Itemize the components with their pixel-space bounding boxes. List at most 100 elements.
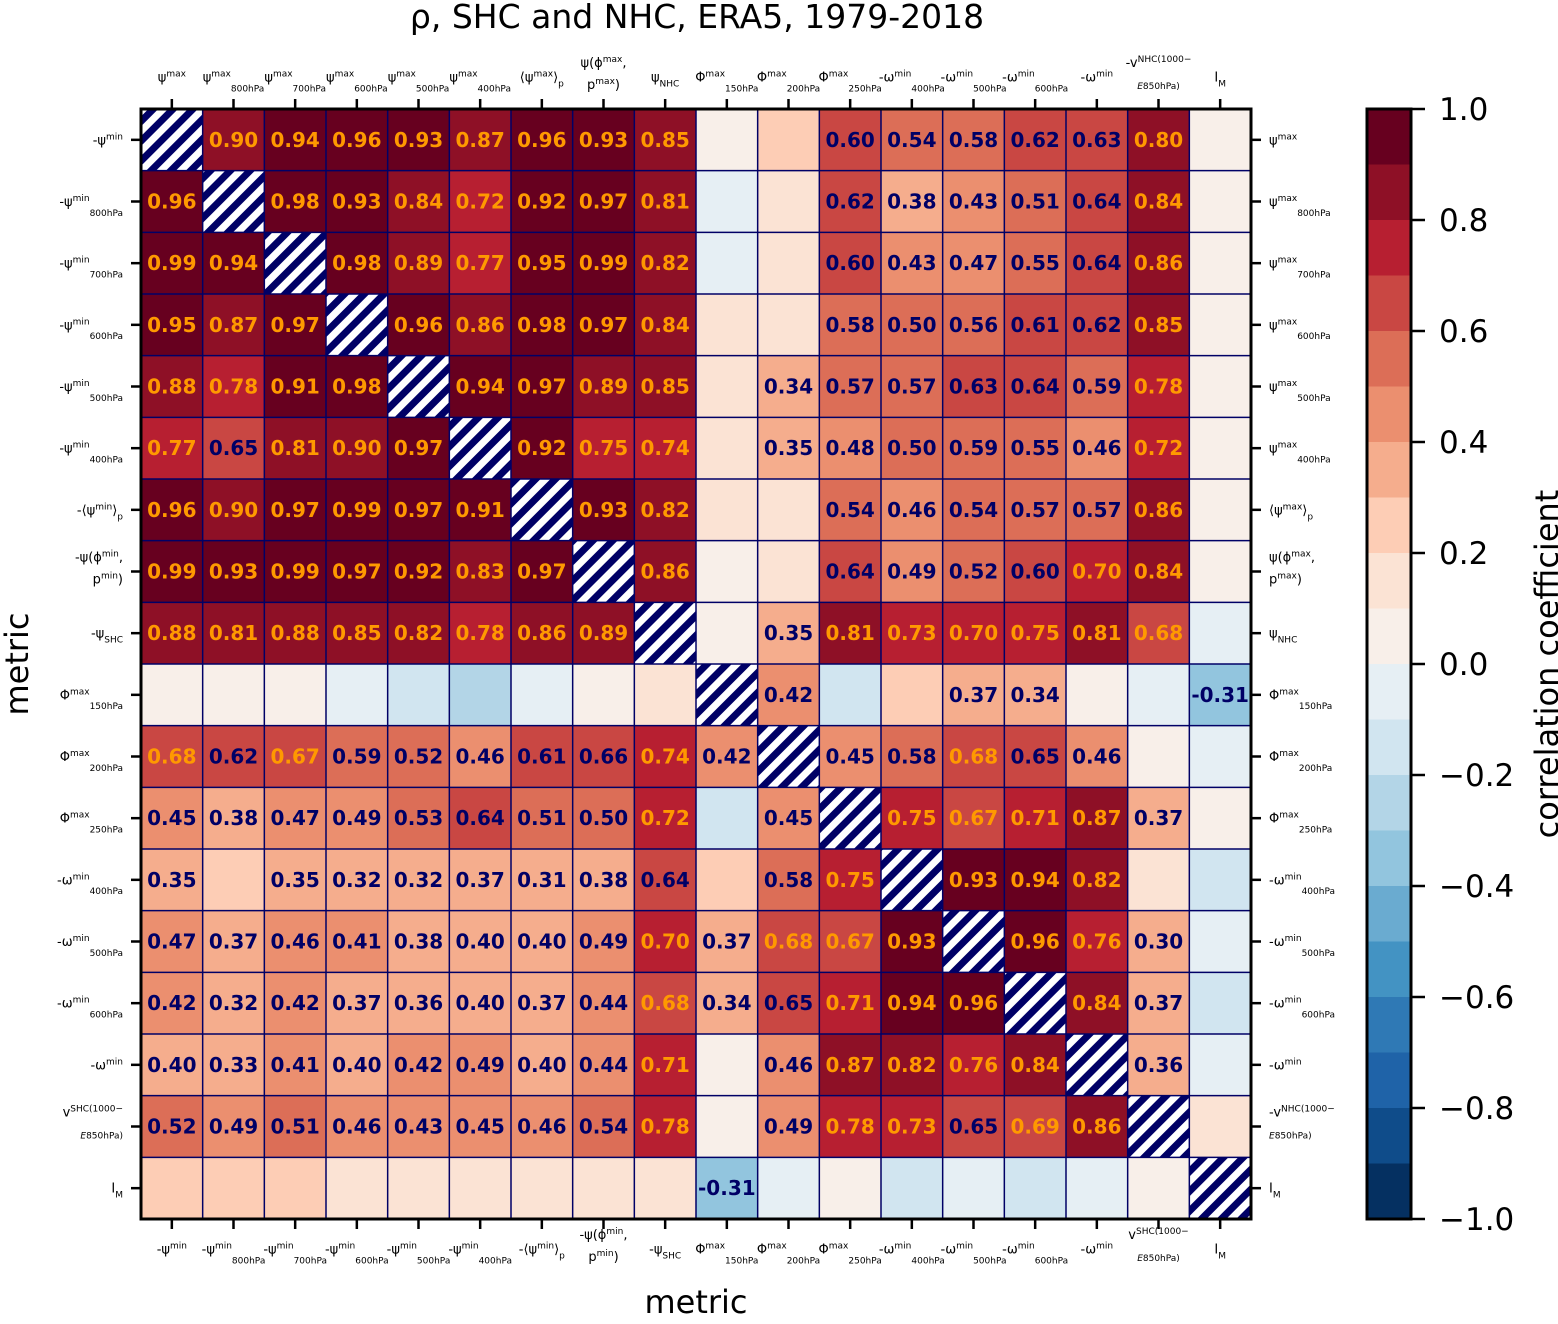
heatmap-cell (511, 417, 573, 479)
cell-value-label: 0.74 (640, 436, 689, 460)
right-tick-label: ψmax (1269, 132, 1298, 148)
cell-value-label: 0.91 (455, 498, 504, 522)
heatmap-cell (202, 1095, 265, 1158)
svg-text:ψmax700hPa: ψmax700hPa (1269, 256, 1331, 281)
cell-value-label: 0.65 (949, 1115, 998, 1139)
heatmap-cell (511, 787, 573, 849)
heatmap-cell (511, 170, 573, 233)
diagonal-cell (942, 910, 1005, 973)
left-tick-label: -ψmin800hPa (59, 194, 123, 219)
heatmap-cell (1189, 1034, 1251, 1096)
heatmap-cell (1066, 170, 1128, 233)
colorbar-swatch (1367, 331, 1411, 387)
heatmap-cell (881, 1095, 943, 1158)
heatmap-cell (881, 602, 943, 664)
cell-value-label: 0.47 (949, 251, 998, 275)
heatmap-cell (1004, 787, 1066, 849)
cell-value-label: 0.70 (640, 930, 689, 954)
right-tick-label: Φmax250hPa (1269, 811, 1332, 836)
heatmap-cell (449, 232, 511, 294)
top-tick-label: -ωmin (1081, 70, 1114, 86)
colorbar-label: correlation coefficient (1528, 490, 1558, 839)
cell-value-label: 0.34 (764, 375, 813, 399)
cell-value-label: 0.69 (1010, 1115, 1059, 1139)
heatmap-cell (326, 1034, 388, 1096)
cell-value-label: 0.75 (825, 868, 874, 892)
cell-value-label: 0.36 (394, 991, 443, 1015)
heatmap-cell (757, 170, 820, 233)
svg-text:-ψ(ϕmin,: -ψ(ϕmin, (75, 550, 123, 566)
heatmap-cell (1189, 355, 1251, 418)
heatmap-cell (511, 602, 573, 664)
cell-value-label: 0.99 (147, 251, 196, 275)
diagonal-cell (819, 787, 881, 849)
cell-value-label: 0.44 (579, 1053, 628, 1077)
cell-value-label: 0.49 (455, 1053, 504, 1077)
cell-value-label: 0.84 (1134, 190, 1183, 214)
heatmap-cell (1189, 664, 1251, 726)
heatmap-cell (387, 294, 450, 356)
cell-value-label: 0.94 (270, 128, 319, 152)
svg-text:IM: IM (111, 1182, 123, 1201)
heatmap-cell (202, 972, 265, 1034)
cell-value-label: 0.48 (825, 436, 874, 460)
heatmap-cell (634, 725, 696, 788)
cell-value-label: 0.64 (1072, 251, 1121, 275)
svg-text:ψmax: ψmax (158, 70, 187, 86)
cell-value-label: 0.88 (147, 621, 196, 645)
cell-value-label: 0.99 (579, 251, 628, 275)
heatmap-cell (264, 170, 326, 233)
heatmap-cell (141, 849, 203, 911)
heatmap-cell (449, 540, 511, 603)
heatmap-cell (387, 109, 450, 171)
left-tick-label: Φmax200hPa (60, 749, 123, 774)
heatmap-cell (511, 355, 573, 418)
cell-value-label: 0.77 (147, 436, 196, 460)
heatmap-cell (757, 479, 820, 541)
colorbar-tick-label: −0.2 (1439, 758, 1514, 794)
cell-value-label: 0.97 (270, 498, 319, 522)
cell-value-label: 0.60 (1010, 560, 1059, 584)
cell-value-label: 0.92 (517, 436, 566, 460)
colorbar-swatch (1367, 775, 1411, 831)
heatmap-cell (757, 109, 820, 171)
cell-value-label: 0.85 (1134, 313, 1183, 337)
cell-value-label: 0.73 (887, 1115, 936, 1139)
heatmap-cell (572, 109, 635, 171)
heatmap-cell (942, 479, 1005, 541)
cell-value-label: 0.58 (887, 745, 936, 769)
svg-text:pmin): pmin) (93, 572, 123, 588)
cell-value-label: 0.46 (517, 1115, 566, 1139)
bottom-tick-label: -ψmin800hPa (202, 1242, 266, 1267)
colorbar-swatch (1367, 941, 1411, 998)
cell-value-label: 0.47 (270, 806, 319, 830)
heatmap-cell (387, 170, 450, 233)
cell-value-label: 0.50 (579, 806, 628, 830)
right-tick-label: ψmax500hPa (1269, 379, 1331, 404)
heatmap-cell (202, 910, 265, 973)
heatmap-cell (757, 540, 820, 603)
svg-text:pmin): pmin) (588, 1249, 618, 1265)
heatmap-cell (264, 664, 326, 726)
y-axis-label: metric (0, 612, 36, 715)
svg-text:ψmax: ψmax (1269, 132, 1298, 148)
heatmap-cell (696, 1095, 758, 1158)
cell-value-label: 0.71 (640, 1053, 689, 1077)
heatmap-cell (141, 417, 203, 479)
heatmap-cell (326, 787, 388, 849)
diagonal-cell (881, 849, 943, 911)
bottom-tick-label: -ωmin (1081, 1242, 1114, 1258)
diagonal-cell (1004, 972, 1066, 1034)
cell-value-label: 0.38 (394, 930, 443, 954)
heatmap-cell (757, 787, 820, 849)
cell-value-label: 0.41 (270, 1053, 319, 1077)
svg-text:Φmax250hPa: Φmax250hPa (1269, 811, 1332, 836)
cell-value-label: 0.65 (209, 436, 258, 460)
heatmap-cell (757, 355, 820, 418)
heatmap-cell (572, 849, 635, 911)
cell-value-label: 0.34 (1010, 683, 1059, 707)
plot-frame (139, 107, 1253, 1221)
bottom-tick-label: -ψmin700hPa (263, 1242, 327, 1267)
heatmap-cell (696, 725, 758, 788)
cell-value-label: 0.60 (825, 128, 874, 152)
